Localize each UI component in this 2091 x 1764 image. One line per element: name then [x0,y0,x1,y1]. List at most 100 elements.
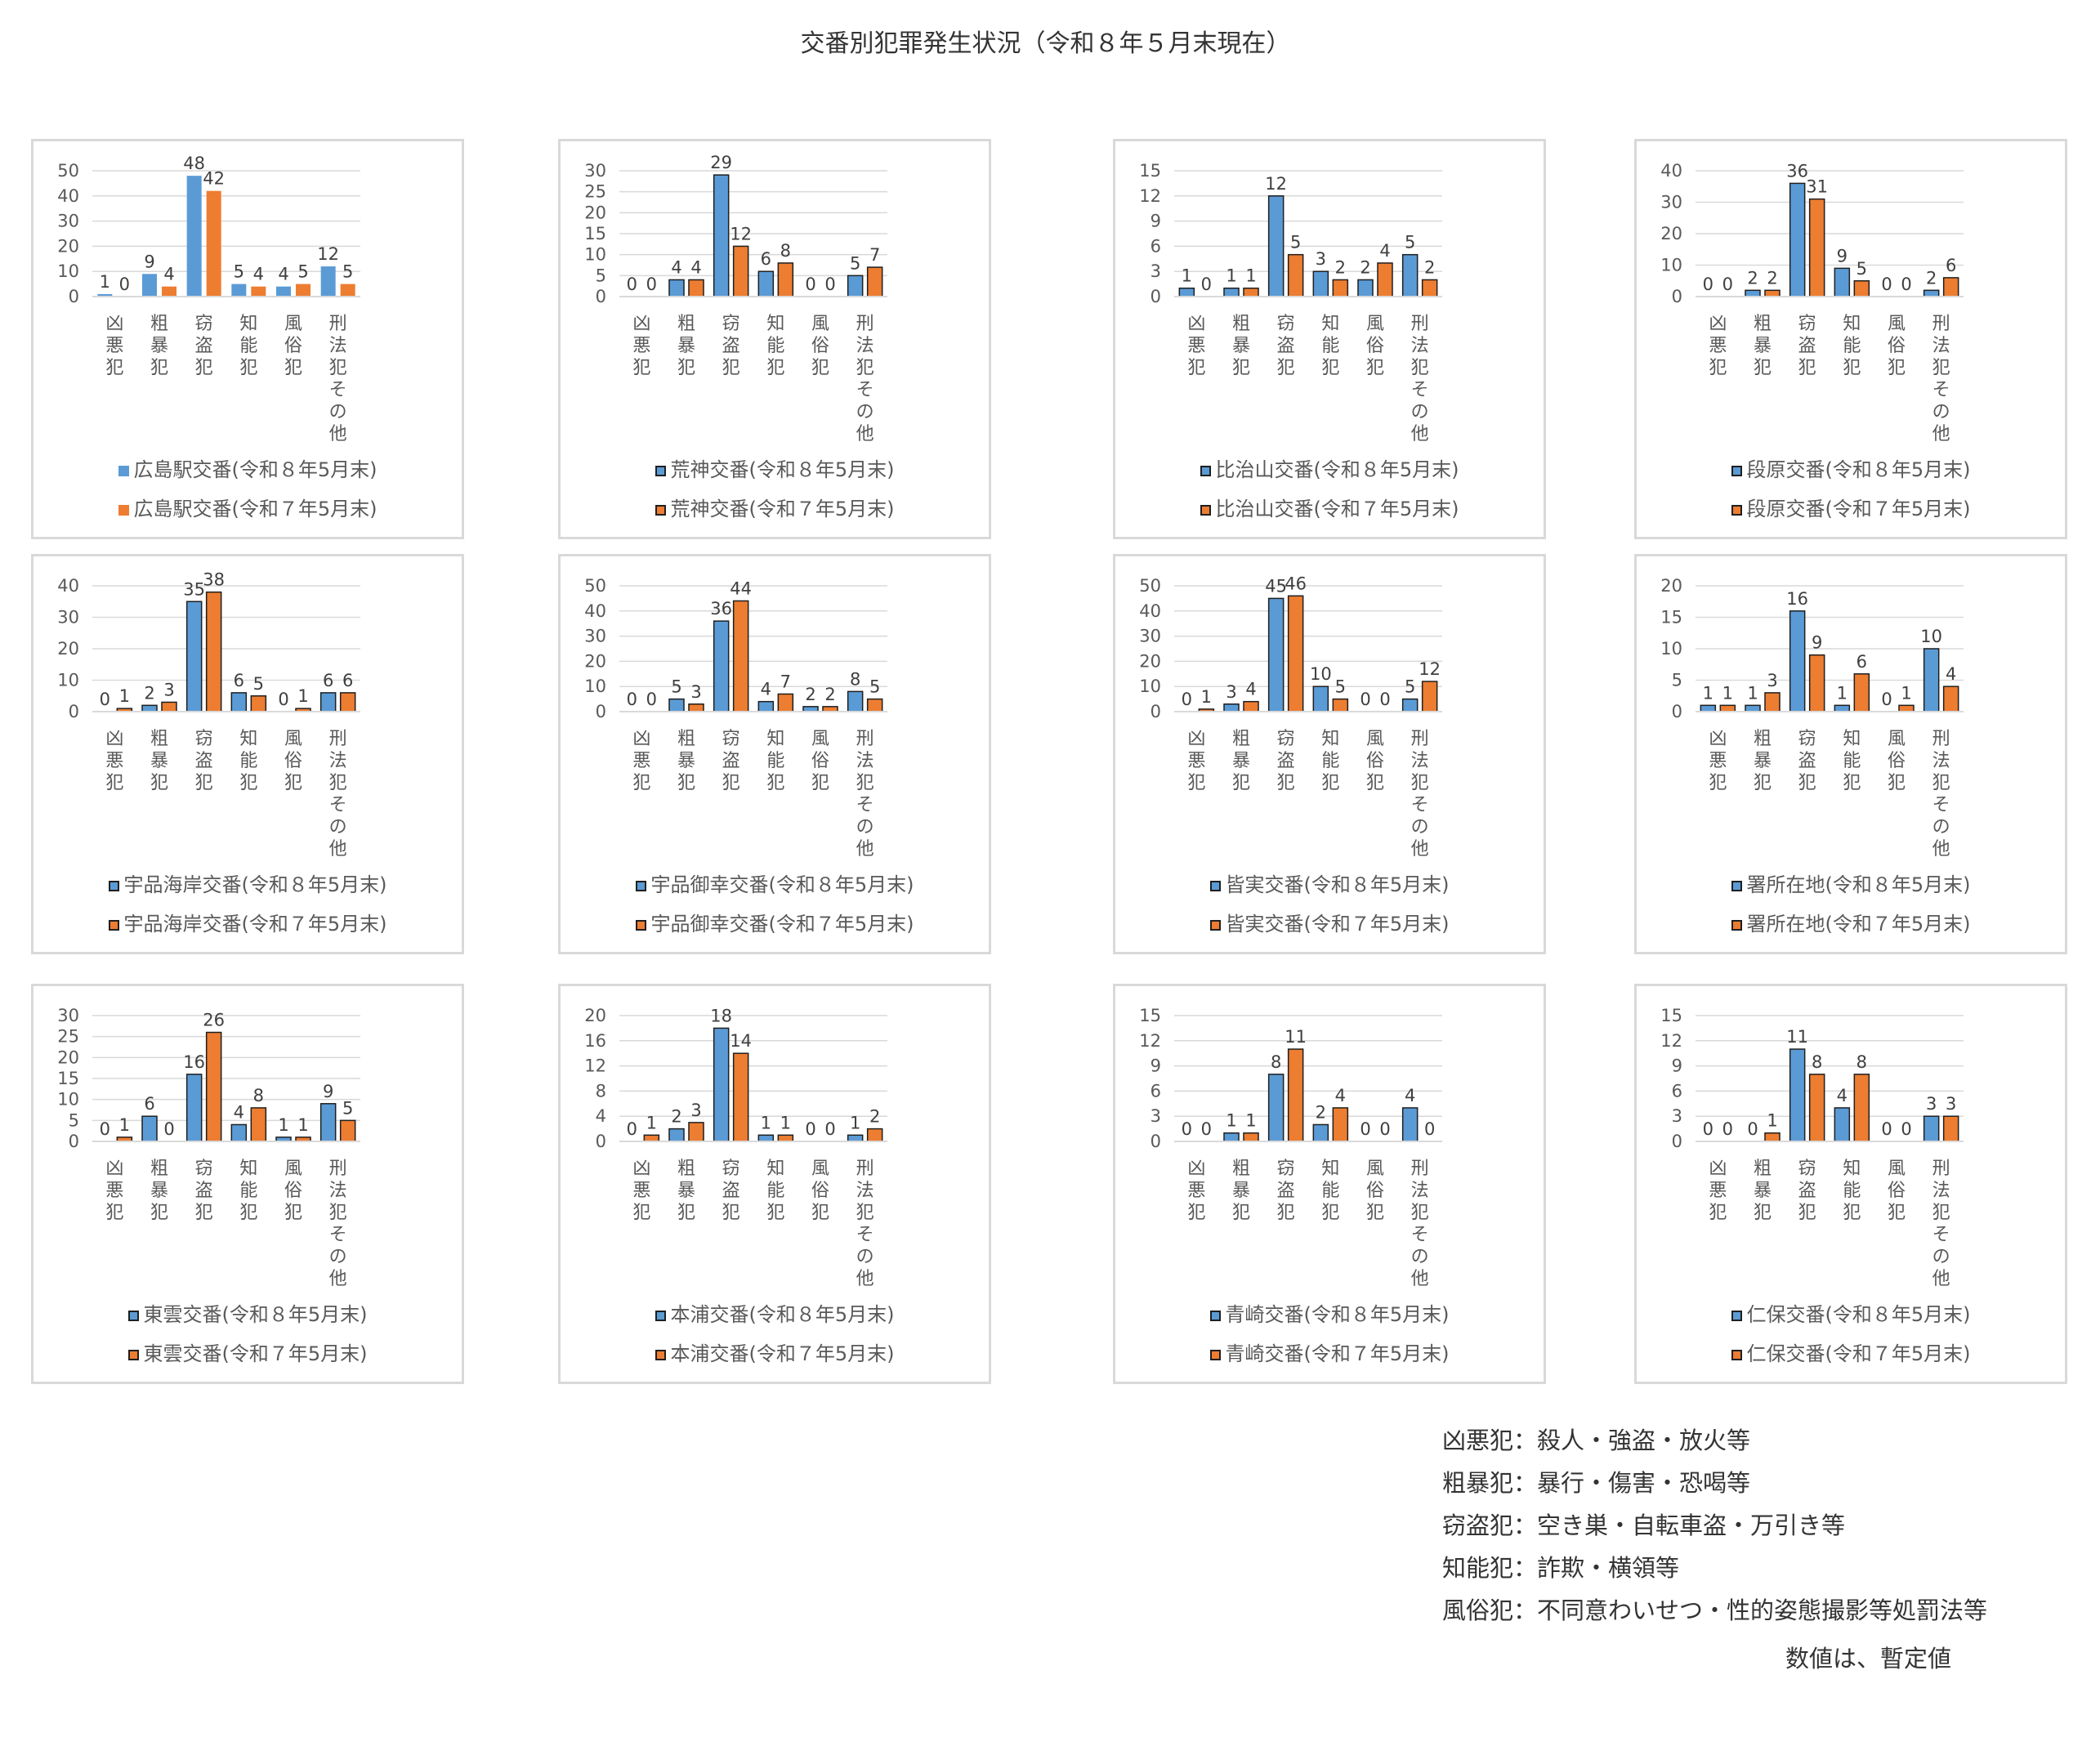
data-label: 0 [824,275,835,294]
category-label: 刑 [1411,1159,1429,1179]
category-label: 凶 [105,729,123,749]
category-label: 法 [329,1181,347,1201]
category-label: 犯 [1798,1203,1816,1223]
category-label: 盗 [722,336,740,356]
data-label: 2 [671,1107,681,1127]
category-label: 犯 [856,773,874,793]
bar [688,279,704,297]
bar [713,1027,730,1142]
data-label: 0 [1703,1119,1713,1139]
category-label: 粗 [1232,729,1250,749]
category-label: の [329,402,347,422]
category-label: 犯 [1888,358,1906,378]
category-label: 能 [766,751,784,771]
category-label: 犯 [1232,773,1250,793]
data-label: 7 [780,672,791,691]
data-label: 9 [323,1082,333,1101]
category-label: 犯 [1232,1203,1250,1223]
category-label: 悪 [632,1181,650,1201]
category-label: 窃 [1277,1159,1295,1179]
category-label: 犯 [105,358,123,378]
data-label: 11 [1285,1027,1307,1047]
data-label: 4 [1379,241,1390,261]
legend-swatch [118,504,129,516]
data-label: 0 [1722,1119,1733,1139]
category-label: 刑 [329,729,347,749]
data-label: 0 [627,275,637,294]
bar [1223,287,1240,297]
bar [230,692,248,712]
bar [713,620,730,712]
station-chart: 0 10 20 30 40 0 1 凶悪犯 2 3 粗暴犯 35 38 窃盗犯 6 5 知能犯 0 1 風俗犯 6 6 刑法… [31,554,464,954]
data-label: 9 [1837,246,1847,266]
category-label: 俗 [1888,751,1906,771]
y-tick-label: 0 [1672,287,1682,306]
y-tick-label: 6 [1150,236,1161,256]
data-label: 5 [1290,233,1301,252]
category-label: 犯 [1321,358,1339,378]
bar [319,1103,337,1142]
category-label: 犯 [239,1203,257,1223]
category-label: 犯 [1798,358,1816,378]
category-label: 悪 [1187,1181,1205,1201]
data-label: 0 [627,690,637,709]
data-label: 5 [253,674,264,694]
category-label: 犯 [284,358,302,378]
legend-item: 仁保交番(令和７年5月末) [1637,1338,2065,1366]
y-tick-label: 20 [57,236,79,256]
category-label: 犯 [329,1203,347,1223]
data-label: 12 [1265,174,1287,194]
bar [1942,277,1959,297]
category-label: 窃 [722,729,740,749]
y-tick-label: 0 [1150,702,1161,721]
category-label: 風 [284,314,302,334]
station-chart: 0 3 6 9 12 15 0 0 凶悪犯 1 1 粗暴犯 8 11 窃盗犯 2 4 知能犯 0 0 風俗犯 4 0 刑法犯そ… [1113,984,1546,1384]
category-label: 犯 [329,773,347,793]
data-label: 16 [183,1052,205,1072]
legend-swatch [1731,880,1742,891]
bar [339,692,356,712]
y-tick-label: 0 [69,287,79,306]
category-label: 犯 [766,1203,784,1223]
bar [162,286,176,297]
data-label: 4 [1405,1086,1415,1105]
y-tick-label: 0 [596,1132,606,1151]
y-tick-label: 0 [69,1132,79,1151]
data-label: 3 [1767,671,1777,690]
category-label: 暴 [150,336,168,356]
category-label: 凶 [632,729,650,749]
data-label: 8 [253,1086,264,1105]
legend-label: 段原交番(令和７年5月末) [1746,498,1971,520]
y-tick-label: 5 [1672,671,1682,690]
data-label: 0 [278,690,288,709]
data-label: 6 [1946,256,1956,275]
legend-label: 本浦交番(令和７年5月末) [670,1342,895,1365]
note-line: 粗暴犯：暴行・傷害・恐喝等 [1442,1469,1751,1497]
data-label: 0 [1881,690,1892,709]
category-label: 犯 [1932,1203,1950,1223]
data-label: 12 [317,244,339,264]
legend-swatch [127,1349,139,1360]
category-label: の [1932,402,1950,422]
category-label: の [329,1247,347,1267]
category-label: 盗 [195,336,213,356]
bar [1223,1132,1240,1142]
bar [1789,182,1806,297]
legend-label: 青崎交番(令和８年5月末) [1225,1303,1450,1326]
category-label: 俗 [811,336,829,356]
bar [1789,610,1806,712]
legend-item: 宇品御幸交番(令和７年5月末) [561,908,989,936]
data-label: 4 [234,1102,244,1122]
category-label: 悪 [105,751,123,771]
y-tick-label: 9 [1150,1056,1161,1076]
legend-label: 荒神交番(令和８年5月末) [670,458,895,481]
data-label: 2 [869,1107,880,1127]
y-tick-label: 30 [584,627,606,646]
category-label: 俗 [284,1181,302,1201]
data-label: 2 [1424,257,1435,277]
legend-swatch [635,919,646,931]
category-label: 窃 [722,314,740,334]
category-label: 風 [1366,314,1384,334]
category-label: 粗 [677,1159,695,1179]
legend-label: 仁保交番(令和７年5月末) [1746,1342,1971,1365]
